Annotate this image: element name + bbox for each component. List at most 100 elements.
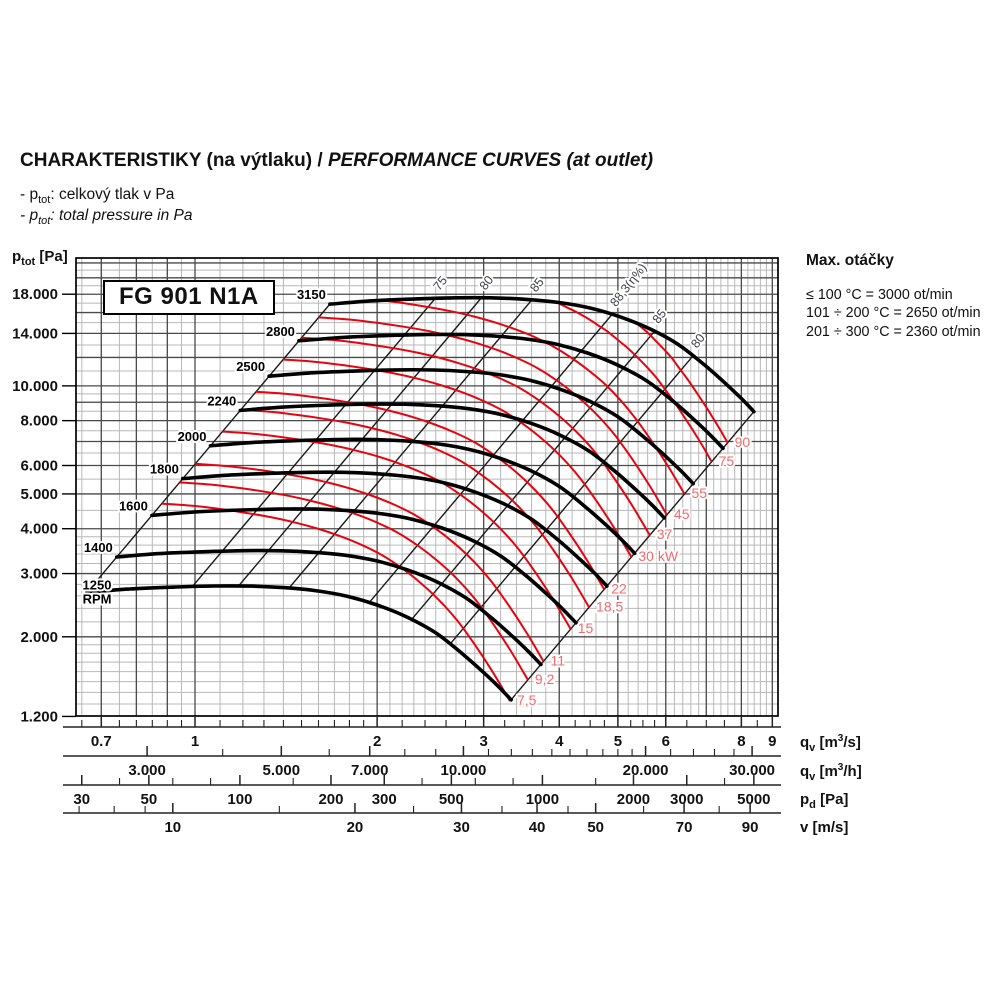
page-title-en: PERFORMANCE CURVES (at outlet) xyxy=(327,150,654,171)
y-tick-label: 8.000 xyxy=(20,413,58,430)
y-tick-label: 3.000 xyxy=(20,566,58,583)
model-label: FG 901 N1A xyxy=(103,280,275,315)
power-label-90: 90 xyxy=(735,434,751,450)
axis-tick-label-pd: 200 xyxy=(318,791,343,808)
max-speed-line: 201 ÷ 300 °C = 2360 ot/min xyxy=(806,323,981,340)
eta-line-85 xyxy=(411,330,655,621)
axis-tick-label-vel: 70 xyxy=(676,819,693,836)
eta-line-80 xyxy=(237,297,482,587)
axis-tick-label-flow_h: 10.000 xyxy=(440,762,486,779)
power-curve-30 kW xyxy=(283,358,633,558)
axis-tick-label-vel: 40 xyxy=(529,819,546,836)
axis-tick-label-flow_s: 8 xyxy=(737,733,745,750)
eta-label-75: 75 xyxy=(431,274,451,294)
rpm-label-1400: 1400 xyxy=(84,540,113,555)
axis-tick-label-flow_s: 4 xyxy=(555,733,564,750)
rpm-label-1600: 1600 xyxy=(119,498,148,513)
power-curve-7,5 xyxy=(161,502,511,702)
power-curve-55 xyxy=(382,299,686,495)
axis-tick-label-vel: 10 xyxy=(164,819,181,836)
axis-tick-label-pd: 100 xyxy=(227,791,252,808)
axis-tick-label-flow_s: 2 xyxy=(373,733,381,750)
max-speed-line: ≤ 100 °C = 3000 ot/min xyxy=(806,287,953,303)
axis-tick-label-vel: 20 xyxy=(347,819,364,836)
y-tick-label: 10.000 xyxy=(12,378,58,395)
rpm-label-2240: 2240 xyxy=(207,393,236,408)
axis-tick-label-pd: 2000 xyxy=(617,791,650,808)
rpm-label-2800: 2800 xyxy=(266,324,295,339)
axis-tick-label-flow_s: 6 xyxy=(662,733,670,750)
axis-unit-flow-h: qv [m3/h] xyxy=(800,762,862,783)
power-label-9,2: 9,2 xyxy=(535,671,555,687)
power-curve-90 xyxy=(636,323,729,444)
note-en: - ptot: total pressure in Pa xyxy=(20,207,193,228)
axis-tick-label-pd: 300 xyxy=(372,791,397,808)
axis-tick-label-pd: 30 xyxy=(73,791,90,808)
power-label-22: 22 xyxy=(611,580,627,596)
rpm-label-2000: 2000 xyxy=(178,429,207,444)
power-curve-9,2 xyxy=(179,481,529,681)
axis-tick-label-pd: 50 xyxy=(141,791,158,808)
rpm-label-1800: 1800 xyxy=(150,462,179,477)
axis-tick-label-flow_h: 20.000 xyxy=(623,762,669,779)
rpm-label-3150: 3150 xyxy=(297,287,326,302)
end-boundary-line xyxy=(510,411,755,701)
power-label-37: 37 xyxy=(657,526,673,542)
power-curve-45 xyxy=(318,316,668,516)
power-label-30 kW: 30 kW xyxy=(638,548,678,564)
power-label-18,5: 18,5 xyxy=(596,598,623,614)
eta-line-80 xyxy=(449,355,694,645)
rpm-curve-1800 xyxy=(181,470,609,588)
rpm-curve-3150 xyxy=(328,295,756,414)
axis-tick-label-vel: 90 xyxy=(742,819,759,836)
rpm-curve-1400 xyxy=(115,548,543,667)
power-label-55: 55 xyxy=(691,485,707,501)
left-boundary-line xyxy=(86,303,331,593)
axis-tick-label-flow_s: 5 xyxy=(614,733,622,750)
axis-tick-label-flow_s: 0.7 xyxy=(91,733,112,750)
axis-tick-label-flow_s: 3 xyxy=(479,733,487,750)
axis-unit-pd: pd [Pa] xyxy=(800,791,849,811)
axis-tick-label-flow_s: 1 xyxy=(191,733,199,750)
power-label-15: 15 xyxy=(578,620,594,636)
page-title-cs: CHARAKTERISTIKY (na výtlaku) xyxy=(20,150,313,171)
axis-unit-flow-s: qv [m3/s] xyxy=(800,733,861,754)
y-tick-label: 1.200 xyxy=(20,708,58,725)
y-tick-label: 6.000 xyxy=(20,458,58,475)
rpm-label-2500: 2500 xyxy=(236,359,265,374)
grid-minor xyxy=(76,258,778,716)
max-speed-heading: Max. otáčky xyxy=(806,252,894,269)
axis-tick-label-flow_h: 30.000 xyxy=(729,762,775,779)
rpm-curve-2800 xyxy=(297,332,725,451)
eta-label-80: 80 xyxy=(477,273,497,293)
axis-unit-vel: v [m/s] xyxy=(800,819,849,836)
axis-tick-label-pd: 1000 xyxy=(526,791,559,808)
power-label-7,5: 7,5 xyxy=(517,692,537,708)
power-label-75: 75 xyxy=(719,453,735,469)
y-tick-label: 2.000 xyxy=(20,629,58,646)
eta-line-88,3(η%) xyxy=(368,314,613,604)
power-curve-75 xyxy=(555,301,713,463)
axis-tick-label-flow_h: 7.000 xyxy=(351,762,389,779)
rpm-label-1250: 1250 xyxy=(83,577,112,592)
y-tick-label: 5.000 xyxy=(20,486,58,503)
axis-tick-label-pd: 500 xyxy=(439,791,464,808)
max-speed-block: Max. otáčky ≤ 100 °C = 3000 ot/min 101 ÷… xyxy=(806,252,981,341)
page-title: CHARAKTERISTIKY (na výtlaku) / PERFORMAN… xyxy=(20,150,654,171)
y-tick-label: 4.000 xyxy=(20,521,58,538)
rpm-curve-1250 xyxy=(85,584,513,702)
axis-tick-label-vel: 50 xyxy=(587,819,604,836)
rpm-curve-1600 xyxy=(150,507,578,625)
axis-tick-label-pd: 3000 xyxy=(670,791,703,808)
axis-tick-label-flow_s: 9 xyxy=(768,733,776,750)
axis-tick-label-flow_h: 5.000 xyxy=(263,762,301,779)
max-speed-line: 101 ÷ 200 °C = 2650 ot/min xyxy=(806,305,981,322)
plot-frame xyxy=(75,257,779,717)
y-tick-label: 14.000 xyxy=(12,325,58,342)
note-cs: - ptot: celkový tlak v Pa xyxy=(20,186,175,207)
y-axis-title: ptot [Pa] xyxy=(12,248,68,268)
power-label-11: 11 xyxy=(551,652,566,668)
rpm-curve-2240 xyxy=(238,402,667,520)
